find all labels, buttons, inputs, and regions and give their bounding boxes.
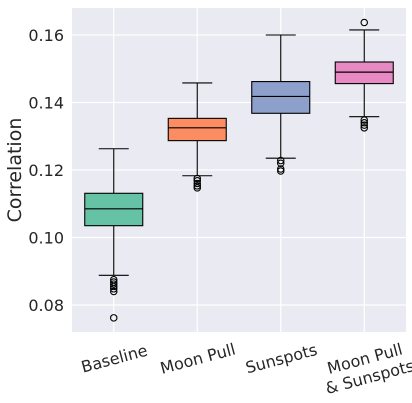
- outlier-point: [276, 156, 285, 165]
- y-tick-label: 0.10: [28, 229, 64, 248]
- x-tick-label: Moon Pull& Sunspots: [318, 338, 412, 398]
- x-tick-label: Moon Pull: [158, 340, 237, 378]
- y-axis-label: Correlation: [4, 118, 26, 223]
- y-tick-label: 0.14: [28, 94, 64, 113]
- outlier-point: [360, 18, 368, 27]
- iqr-box: [334, 61, 394, 85]
- outlier-point: [110, 287, 118, 296]
- outlier-point: [360, 124, 368, 132]
- x-tick-label-line: Baseline: [79, 341, 149, 377]
- outlier-point: [276, 167, 285, 175]
- outlier-point: [110, 282, 118, 291]
- x-tick-label: Sunspots: [243, 340, 319, 377]
- outlier-point: [360, 116, 368, 124]
- outlier-point: [193, 174, 202, 183]
- outlier-point: [193, 184, 202, 192]
- box-group: [251, 34, 311, 175]
- outlier-point: [360, 121, 368, 129]
- x-tick-label-line: Moon Pull: [158, 340, 237, 378]
- y-tick-label: 0.12: [28, 161, 64, 180]
- outlier-point: [276, 159, 285, 168]
- x-tick-label: Baseline: [79, 341, 149, 377]
- y-tick-label: 0.08: [28, 296, 64, 315]
- outlier-point: [110, 314, 118, 322]
- outlier-point: [110, 280, 118, 288]
- y-tick-label: 0.16: [28, 26, 64, 45]
- x-tick-label-line: Sunspots: [243, 340, 319, 377]
- outlier-point: [193, 177, 202, 185]
- iqr-box: [167, 117, 227, 142]
- outlier-point: [276, 165, 285, 173]
- box-group: [167, 82, 227, 192]
- outlier-point: [110, 285, 118, 293]
- outlier-point: [360, 119, 368, 127]
- iqr-box: [251, 81, 311, 114]
- box-group: [334, 18, 394, 132]
- box-group: [84, 148, 144, 322]
- outlier-point: [193, 182, 202, 190]
- outlier-point: [193, 179, 202, 188]
- iqr-box: [84, 192, 144, 227]
